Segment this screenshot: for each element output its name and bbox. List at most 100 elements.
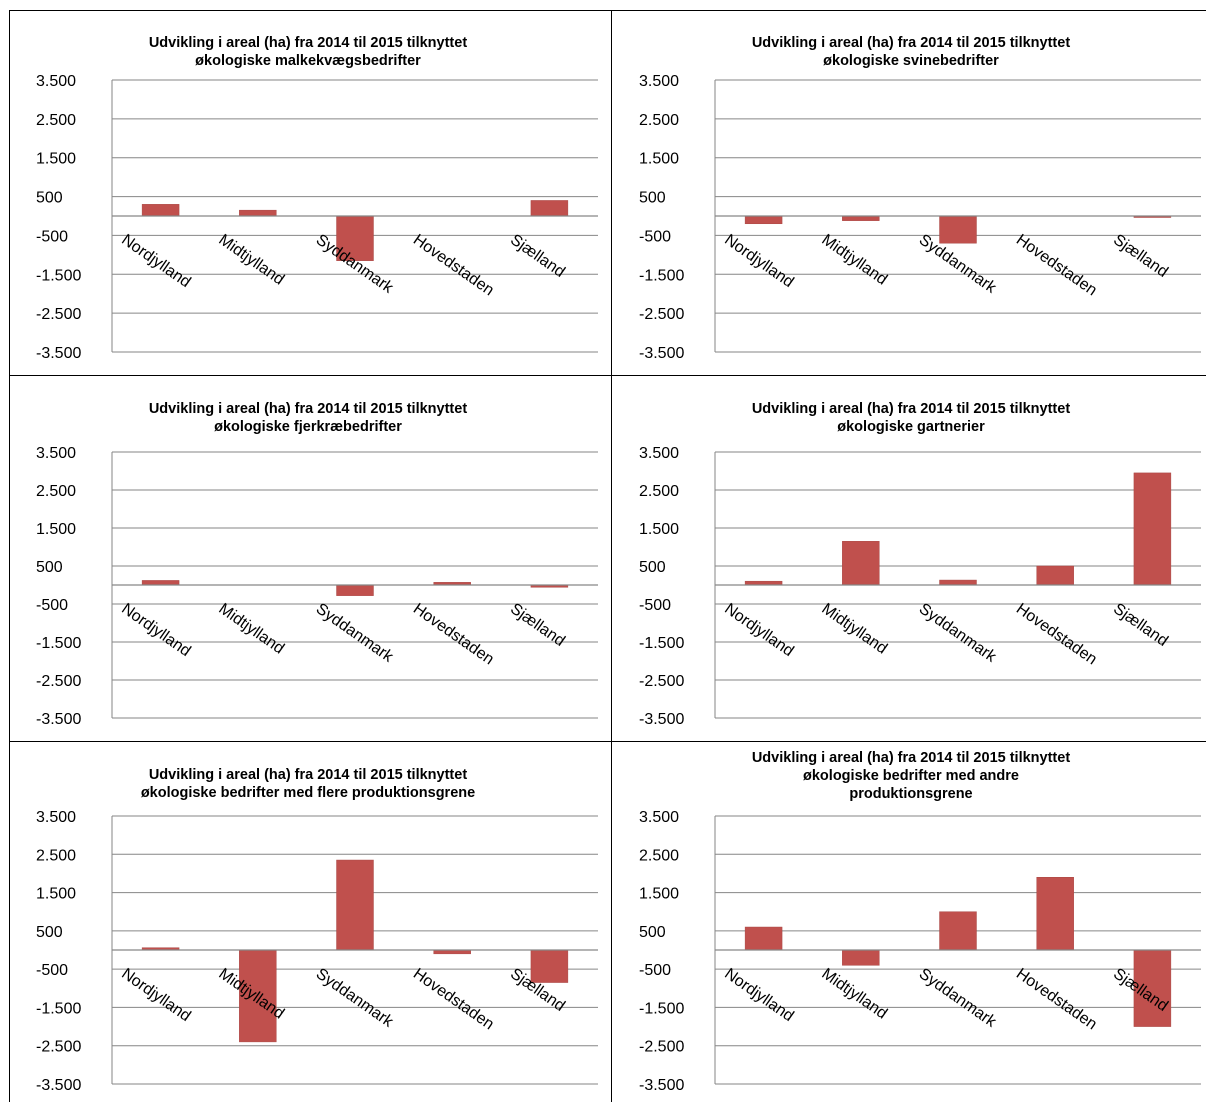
x-tick-label: Hovedstaden xyxy=(410,231,497,299)
frame-center-vertical xyxy=(611,10,612,1102)
y-tick-label: 500 xyxy=(36,190,63,207)
y-tick-label: 500 xyxy=(639,924,666,941)
y-tick-label: 1.500 xyxy=(639,151,679,168)
y-tick-label: -2.500 xyxy=(36,1039,81,1056)
x-tick-label: Midtjylland xyxy=(819,600,891,657)
chart-title-line: Udvikling i areal (ha) fra 2014 til 2015… xyxy=(752,35,1070,51)
x-tick-label: Hovedstaden xyxy=(410,600,497,668)
y-tick-label: -1.500 xyxy=(639,1000,684,1017)
x-tick-label: Hovedstaden xyxy=(410,965,497,1033)
y-tick-label: -3.500 xyxy=(36,345,81,362)
chart-gartnerier: Udvikling i areal (ha) fra 2014 til 2015… xyxy=(603,366,1206,732)
bar-sjælland xyxy=(1133,472,1172,586)
y-tick-label: 3.500 xyxy=(36,809,76,826)
frame-row-divider-2 xyxy=(9,741,1206,742)
x-tick-label: Midtjylland xyxy=(819,231,891,288)
bar-nordjylland xyxy=(744,926,783,951)
x-tick-label: Syddanmark xyxy=(313,600,397,666)
chart-title-line: økologiske bedrifter med andre xyxy=(803,768,1019,784)
y-tick-label: -3.500 xyxy=(639,711,684,728)
x-tick-label: Hovedstaden xyxy=(1013,231,1100,299)
y-tick-label: -500 xyxy=(639,228,671,245)
y-tick-label: 1.500 xyxy=(36,886,76,903)
y-tick-label: 500 xyxy=(639,559,666,576)
y-tick-label: -3.500 xyxy=(639,345,684,362)
x-tick-label: Hovedstaden xyxy=(1013,965,1100,1033)
y-tick-label: -500 xyxy=(639,962,671,979)
x-tick-label: Syddanmark xyxy=(916,965,1000,1031)
chart-title-line: økologiske fjerkræbedrifter xyxy=(214,419,402,435)
x-tick-label: Nordjylland xyxy=(118,231,193,291)
y-tick-label: 500 xyxy=(639,190,666,207)
y-tick-label: 2.500 xyxy=(36,483,76,500)
bar-nordjylland xyxy=(744,215,783,225)
chart-fjerkrae: Udvikling i areal (ha) fra 2014 til 2015… xyxy=(0,366,603,732)
bar-midtjylland xyxy=(842,541,880,586)
y-tick-label: -2.500 xyxy=(639,1039,684,1056)
chart-svg-gartnerier: Udvikling i areal (ha) fra 2014 til 2015… xyxy=(639,401,1201,728)
y-tick-label: 3.500 xyxy=(639,73,679,90)
y-tick-label: 1.500 xyxy=(639,521,679,538)
frame-top xyxy=(9,10,1206,11)
y-tick-label: 500 xyxy=(36,559,63,576)
bar-syddanmark xyxy=(939,911,977,951)
y-tick-label: -1.500 xyxy=(36,267,81,284)
y-tick-label: 1.500 xyxy=(36,151,76,168)
chart-svg-fjerkrae: Udvikling i areal (ha) fra 2014 til 2015… xyxy=(36,401,598,728)
chart-title-line: økologiske gartnerier xyxy=(837,419,985,435)
bar-syddanmark xyxy=(336,859,374,951)
y-tick-label: 3.500 xyxy=(36,73,76,90)
y-tick-label: 2.500 xyxy=(639,847,679,864)
chart-title-line: Udvikling i areal (ha) fra 2014 til 2015… xyxy=(149,767,467,783)
y-tick-label: 1.500 xyxy=(639,886,679,903)
x-tick-label: Sjælland xyxy=(1110,231,1171,281)
y-tick-label: -500 xyxy=(36,597,68,614)
bar-syddanmark xyxy=(336,215,374,261)
x-tick-label: Sjælland xyxy=(1110,600,1171,650)
y-tick-label: -3.500 xyxy=(639,1077,684,1094)
bar-hovedstaden xyxy=(1036,877,1074,951)
y-tick-label: -500 xyxy=(36,962,68,979)
chart-title-line: økologiske malkekvægsbedrifter xyxy=(195,53,421,69)
y-tick-label: 2.500 xyxy=(639,483,679,500)
chart-title-line: økologiske svinebedrifter xyxy=(823,53,999,69)
chart-malkekvaeg: Udvikling i areal (ha) fra 2014 til 2015… xyxy=(0,0,603,366)
bar-midtjylland xyxy=(239,209,277,217)
x-tick-label: Syddanmark xyxy=(916,600,1000,666)
x-tick-label: Nordjylland xyxy=(721,965,796,1025)
chart-title-line: Udvikling i areal (ha) fra 2014 til 2015… xyxy=(149,401,467,417)
bar-hovedstaden xyxy=(1036,565,1074,586)
y-tick-label: -1.500 xyxy=(639,635,684,652)
x-tick-label: Syddanmark xyxy=(313,965,397,1031)
y-tick-label: -500 xyxy=(36,228,68,245)
chart-title-line: økologiske bedrifter med flere produktio… xyxy=(141,785,475,801)
bar-syddanmark xyxy=(336,584,374,596)
chart-title-line: Udvikling i areal (ha) fra 2014 til 2015… xyxy=(752,750,1070,766)
y-tick-label: 3.500 xyxy=(639,809,679,826)
y-tick-label: -2.500 xyxy=(36,673,81,690)
x-tick-label: Nordjylland xyxy=(721,600,796,660)
y-tick-label: -2.500 xyxy=(639,673,684,690)
chart-flere-produktionsgrene: Udvikling i areal (ha) fra 2014 til 2015… xyxy=(0,732,603,1098)
chart-title-line: Udvikling i areal (ha) fra 2014 til 2015… xyxy=(149,35,467,51)
x-tick-label: Nordjylland xyxy=(118,965,193,1025)
bar-sjælland xyxy=(530,200,569,217)
y-tick-label: 3.500 xyxy=(36,445,76,462)
frame-row-divider-1 xyxy=(9,375,1206,376)
frame-left xyxy=(9,10,10,1102)
chart-svg-flere-produktionsgrene: Udvikling i areal (ha) fra 2014 til 2015… xyxy=(36,767,598,1094)
bar-syddanmark xyxy=(939,215,977,244)
y-tick-label: -500 xyxy=(639,597,671,614)
x-tick-label: Hovedstaden xyxy=(1013,600,1100,668)
x-tick-label: Sjælland xyxy=(507,600,568,650)
y-tick-label: -3.500 xyxy=(36,1077,81,1094)
bar-syddanmark xyxy=(939,579,977,586)
x-tick-label: Midtjylland xyxy=(216,231,288,288)
y-tick-label: 500 xyxy=(36,924,63,941)
y-tick-label: 2.500 xyxy=(36,112,76,129)
chart-svg-svine: Udvikling i areal (ha) fra 2014 til 2015… xyxy=(639,35,1201,362)
y-tick-label: -3.500 xyxy=(36,711,81,728)
chart-andre-produktionsgrene: Udvikling i areal (ha) fra 2014 til 2015… xyxy=(603,732,1206,1098)
y-tick-label: -1.500 xyxy=(639,267,684,284)
